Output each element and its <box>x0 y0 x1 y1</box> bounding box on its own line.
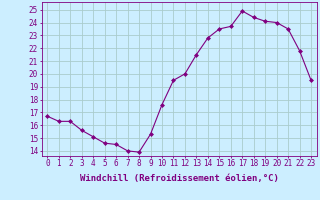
X-axis label: Windchill (Refroidissement éolien,°C): Windchill (Refroidissement éolien,°C) <box>80 174 279 183</box>
